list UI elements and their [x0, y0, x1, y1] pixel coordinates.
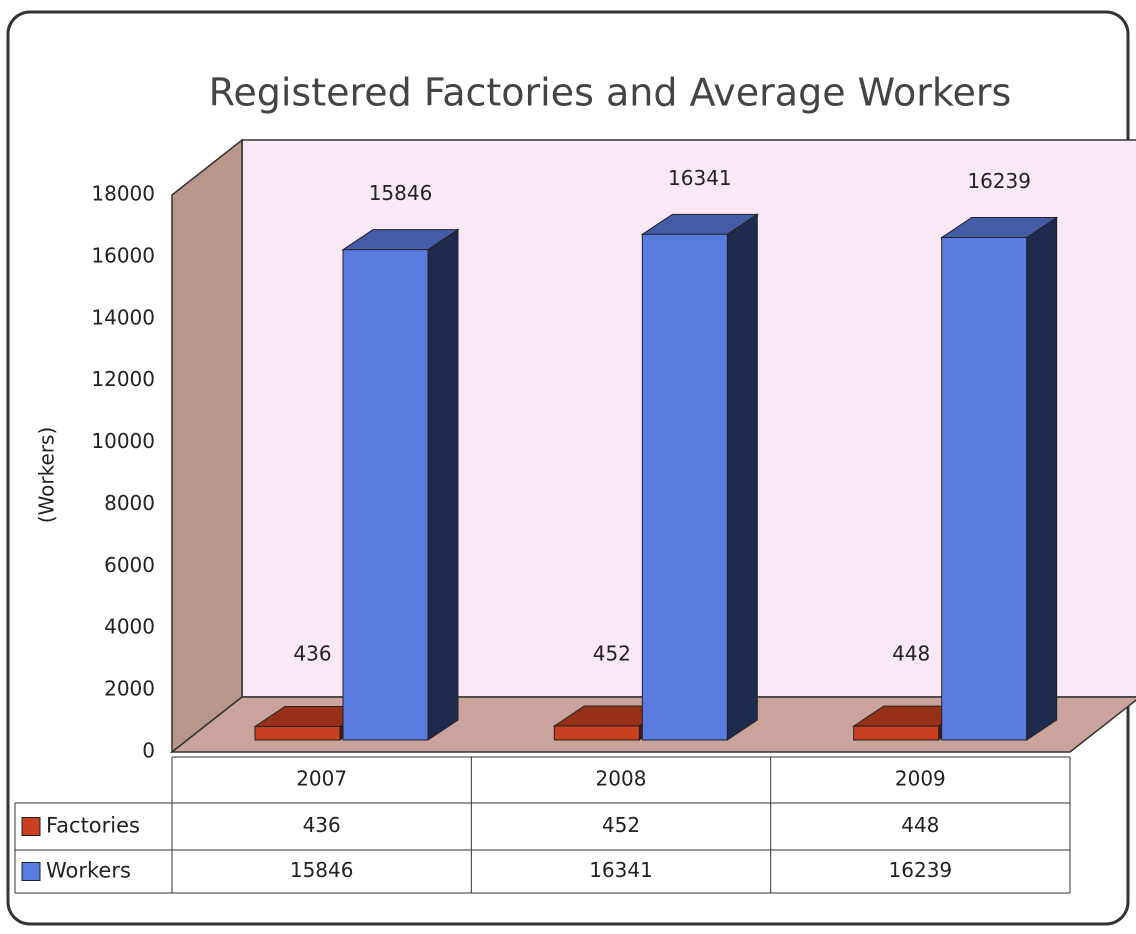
- bar-face: [941, 236, 1028, 741]
- table-cell: 452: [602, 813, 640, 837]
- y-tick-label: 8000: [104, 491, 155, 515]
- bar: [341, 228, 460, 741]
- y-tick-label: 10000: [91, 429, 155, 453]
- table-header: 2008: [596, 767, 647, 791]
- bar-face: [853, 725, 940, 741]
- y-tick-label: 12000: [91, 367, 155, 391]
- table-header: 2009: [895, 767, 946, 791]
- table-cell: 16341: [589, 858, 653, 882]
- table-cell: 448: [901, 813, 939, 837]
- y-axis-label: (Workers): [35, 427, 59, 523]
- y-tick-label: 18000: [91, 182, 155, 206]
- y-tick-label: 0: [142, 739, 155, 763]
- table-cell: 436: [303, 813, 341, 837]
- chart-title: Registered Factories and Average Workers: [209, 71, 1012, 115]
- data-label: 448: [892, 642, 930, 666]
- bar-face: [1026, 216, 1058, 741]
- data-label: 15846: [369, 181, 433, 205]
- y-tick-label: 6000: [104, 553, 155, 577]
- bar-face: [641, 233, 728, 741]
- bar-face: [726, 213, 758, 741]
- data-label: 452: [593, 642, 631, 666]
- legend-label: Factories: [46, 814, 140, 838]
- data-label: 16239: [967, 169, 1031, 193]
- legend-swatch: [21, 817, 41, 836]
- bar-face: [254, 726, 341, 741]
- table-cell: 16239: [889, 858, 953, 882]
- bar-face: [342, 249, 429, 741]
- bar: [640, 213, 759, 741]
- bar-face: [553, 725, 640, 741]
- y-tick-label: 14000: [91, 305, 155, 329]
- data-label: 16341: [668, 166, 732, 190]
- legend-swatch: [21, 862, 41, 881]
- data-label: 436: [293, 642, 331, 666]
- bar: [940, 216, 1059, 741]
- y-tick-label: 16000: [91, 243, 155, 267]
- y-tick-label: 4000: [104, 615, 155, 639]
- y-tick-label: 2000: [104, 677, 155, 701]
- table-cell: 15846: [290, 858, 354, 882]
- table-header: 2007: [296, 767, 347, 791]
- bar-face: [427, 228, 459, 741]
- side-wall: [171, 138, 243, 754]
- legend-label: Workers: [46, 859, 131, 883]
